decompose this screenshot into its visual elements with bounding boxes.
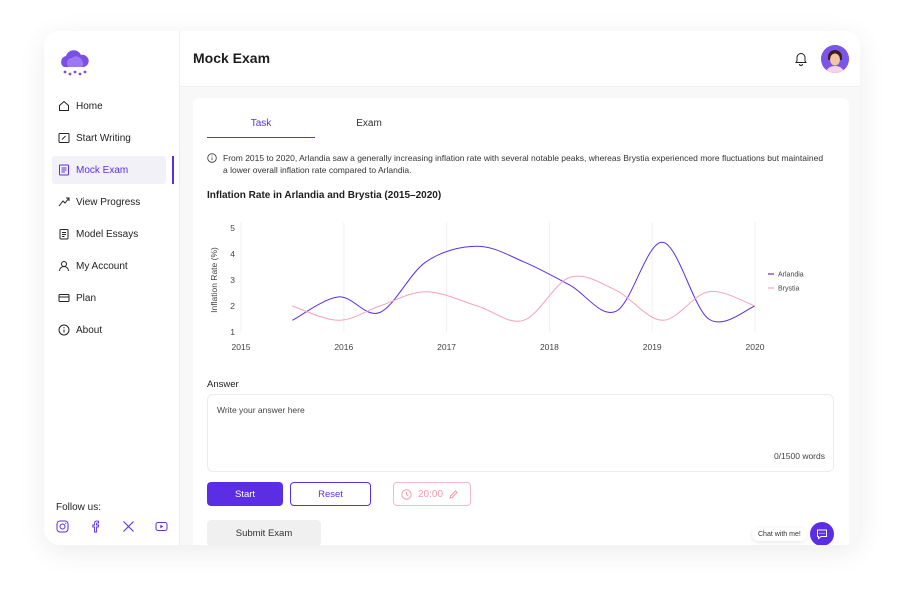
line-chart: 2015 2016 2017 2018 2019 2020 1 2 3 4 5 Inflation R… [209, 222, 804, 352]
chart-title: Inflation Rate in Arlandia and Brystia (… [207, 190, 442, 201]
y-tick-label: 4 [230, 249, 235, 259]
reset-button[interactable]: Reset [290, 482, 371, 506]
pencil-icon[interactable] [448, 489, 459, 500]
chat-label: Chat with me! [752, 527, 807, 541]
x-tick-label: 2019 [643, 342, 662, 352]
info-icon [58, 324, 70, 336]
x-tick-label: 2018 [540, 342, 559, 352]
sidebar-item-my-account[interactable]: My Account [52, 252, 166, 280]
start-button[interactable]: Start [207, 482, 283, 506]
bell-icon[interactable] [794, 51, 808, 66]
app-window: Home Start Writing Mock Exam View Progre… [44, 31, 860, 545]
page-title: Mock Exam [193, 50, 271, 66]
x-tick-label: 2020 [746, 342, 765, 352]
x-icon[interactable] [122, 520, 135, 533]
y-tick-label: 2 [230, 301, 235, 311]
answer-textarea[interactable]: Write your answer here 0/1500 words [207, 394, 834, 472]
chat-widget[interactable]: Chat with me! [752, 522, 834, 545]
sidebar-item-label: Mock Exam [76, 164, 129, 176]
sidebar-item-label: My Account [76, 260, 128, 272]
sidebar-item-mock-exam[interactable]: Mock Exam [52, 156, 174, 184]
avatar[interactable] [821, 45, 849, 73]
top-bar: Mock Exam [180, 31, 860, 87]
instagram-icon[interactable] [56, 520, 69, 533]
x-tick-label: 2016 [334, 342, 353, 352]
clipboard-icon [59, 229, 69, 240]
home-icon [59, 100, 69, 111]
word-count: 0/1500 words [773, 451, 825, 461]
series-line-arlandia [292, 241, 756, 323]
sidebar-item-label: About [76, 324, 103, 336]
timer-value: 20:00 [418, 488, 444, 500]
series-line-brystia [292, 275, 756, 322]
cloud-logo-icon [61, 50, 89, 76]
x-tick-label: 2015 [232, 342, 251, 352]
timer[interactable]: 20:00 [393, 482, 471, 506]
sidebar: Home Start Writing Mock Exam View Progre… [44, 31, 180, 545]
y-tick-label: 1 [230, 327, 235, 337]
x-tick-label: 2017 [437, 342, 456, 352]
tabs: Task Exam [207, 118, 423, 138]
chat-bubble-icon [816, 529, 827, 540]
sidebar-item-label: Home [76, 100, 103, 112]
tab-task[interactable]: Task [207, 118, 315, 138]
follow-us-label: Follow us: [56, 502, 102, 513]
answer-label: Answer [207, 379, 239, 390]
sidebar-item-model-essays[interactable]: Model Essays [52, 220, 166, 248]
sidebar-item-about[interactable]: About [52, 316, 166, 344]
y-tick-label: 3 [230, 275, 235, 285]
y-axis-label: Inflation Rate (%) [209, 247, 219, 313]
task-info-text: From 2015 to 2020, Arlandia saw a genera… [223, 153, 824, 175]
facebook-icon[interactable] [89, 520, 102, 533]
answer-placeholder: Write your answer here [217, 405, 305, 415]
legend-label: Brystia [778, 286, 800, 293]
main-content: Task Exam From 2015 to 2020, Arlandia sa… [180, 87, 860, 545]
sidebar-item-label: View Progress [76, 196, 141, 208]
user-icon [59, 261, 69, 272]
submit-exam-button[interactable]: Submit Exam [207, 520, 321, 545]
sidebar-item-home[interactable]: Home [52, 92, 166, 120]
sidebar-item-view-progress[interactable]: View Progress [52, 188, 166, 216]
tab-exam[interactable]: Exam [356, 118, 382, 129]
trend-icon [58, 197, 70, 207]
sidebar-item-plan[interactable]: Plan [52, 284, 166, 312]
sidebar-item-start-writing[interactable]: Start Writing [52, 124, 166, 152]
user-avatar-icon [821, 45, 849, 73]
exam-card: Task Exam From 2015 to 2020, Arlandia sa… [193, 98, 849, 545]
y-tick-label: 5 [230, 223, 235, 233]
chat-button[interactable] [809, 522, 834, 545]
clock-icon [401, 488, 412, 500]
info-icon [207, 153, 217, 163]
sidebar-item-label: Plan [76, 292, 97, 304]
sidebar-item-label: Start Writing [76, 132, 131, 144]
social-links [56, 520, 168, 533]
sidebar-item-label: Model Essays [76, 228, 139, 240]
document-icon [59, 164, 69, 176]
sidebar-nav: Home Start Writing Mock Exam View Progre… [52, 92, 174, 348]
pen-square-icon [58, 133, 70, 143]
legend-label: Arlandia [778, 272, 804, 279]
youtube-icon[interactable] [155, 520, 168, 533]
card-icon [58, 294, 70, 302]
task-description: From 2015 to 2020, Arlandia saw a genera… [207, 152, 827, 176]
